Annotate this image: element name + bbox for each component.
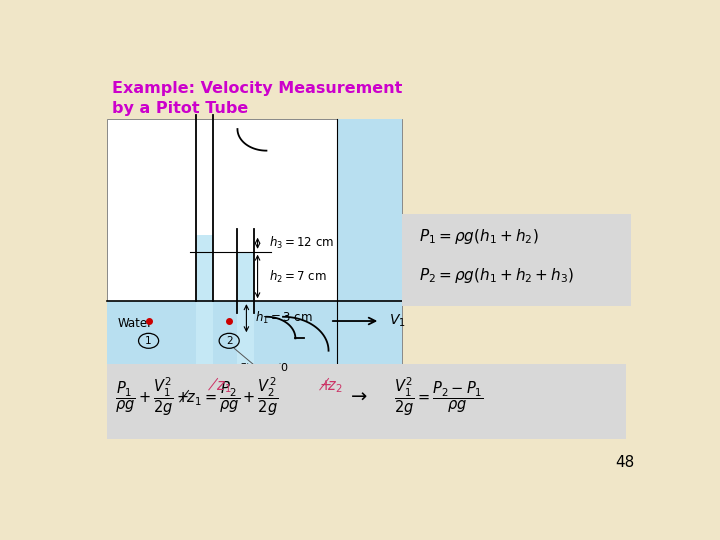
Bar: [107, 119, 402, 402]
Bar: [107, 364, 626, 439]
Bar: [196, 235, 212, 399]
Text: $0$: $0$: [280, 361, 289, 373]
Text: $h_2 = 7\ \mathrm{cm}$: $h_2 = 7\ \mathrm{cm}$: [269, 268, 326, 285]
Text: 48: 48: [615, 455, 634, 470]
Text: 1: 1: [145, 336, 152, 346]
Bar: [402, 214, 631, 306]
Text: Stagnation
point: Stagnation point: [239, 363, 300, 384]
Text: 2: 2: [226, 336, 233, 346]
Text: Water: Water: [118, 318, 153, 330]
Text: $\dfrac{V_1^2}{2g}=\dfrac{P_2-P_1}{\rho g}$: $\dfrac{V_1^2}{2g}=\dfrac{P_2-P_1}{\rho …: [394, 375, 484, 418]
Bar: [338, 119, 402, 402]
Text: $\rightarrow$: $\rightarrow$: [347, 386, 368, 405]
Text: $h_1 = 3\ \mathrm{cm}$: $h_1 = 3\ \mathrm{cm}$: [255, 310, 312, 326]
Bar: [238, 252, 254, 399]
Text: $h_3 = 12\ \mathrm{cm}$: $h_3 = 12\ \mathrm{cm}$: [269, 235, 334, 251]
Text: $P_2 = \rho g(h_1 + h_2 + h_3)$: $P_2 = \rho g(h_1 + h_2 + h_3)$: [419, 266, 575, 285]
Text: $\dfrac{P_1}{\rho g}+\dfrac{V_1^2}{2g}+\!\not\!z_1=\dfrac{P_2}{\rho g}+\dfrac{V_: $\dfrac{P_1}{\rho g}+\dfrac{V_1^2}{2g}+\…: [115, 375, 279, 418]
Text: $+\!\not\!z_2$: $+\!\not\!z_2$: [319, 375, 342, 395]
Text: $\!\not\!z_1$: $\!\not\!z_1$: [208, 375, 231, 395]
Text: Example: Velocity Measurement
by a Pitot Tube: Example: Velocity Measurement by a Pitot…: [112, 82, 402, 116]
Text: $P_1 = \rho g(h_1 + h_2)$: $P_1 = \rho g(h_1 + h_2)$: [419, 227, 539, 246]
Bar: [107, 301, 402, 402]
Text: $V_1$: $V_1$: [389, 313, 405, 329]
